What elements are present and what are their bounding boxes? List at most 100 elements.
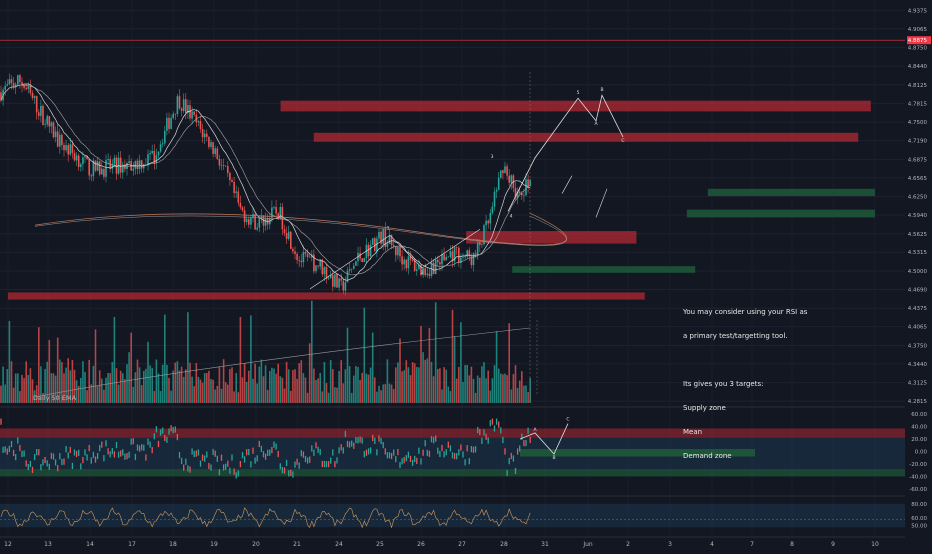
volume-bar <box>258 366 261 403</box>
volume-bar <box>336 387 338 403</box>
candle-body <box>82 157 84 165</box>
note-line-1: You may consider using your RSI as <box>683 308 808 316</box>
candle-body <box>113 157 116 164</box>
volume-bar <box>508 323 510 403</box>
volume-bar <box>23 378 25 403</box>
volume-bar <box>98 370 101 403</box>
volume-bar <box>371 332 374 403</box>
candle-body <box>315 265 317 272</box>
candle-body <box>168 117 170 129</box>
volume-bar <box>248 370 250 403</box>
volume-bar <box>464 365 466 403</box>
candle-body <box>42 105 44 125</box>
candle-body <box>399 247 401 257</box>
candle-body <box>294 251 296 255</box>
volume-bar <box>96 385 99 403</box>
volume-bar <box>260 359 263 403</box>
volume-bar <box>470 366 473 403</box>
volume-bar <box>159 391 162 403</box>
candle-body <box>155 155 158 163</box>
volume-bar <box>178 370 181 403</box>
wave-label: B <box>600 87 603 93</box>
candle-body <box>508 175 510 183</box>
volume-bar <box>44 368 46 403</box>
volume-bar <box>25 361 27 403</box>
candle-body <box>73 152 76 161</box>
candle-body <box>283 229 286 234</box>
candle-body <box>279 206 282 219</box>
candle-body <box>420 265 422 275</box>
volume-bar <box>487 370 489 403</box>
candle-body <box>44 124 46 125</box>
volume-bar <box>441 389 443 403</box>
volume-bar <box>195 363 198 403</box>
volume-bar <box>266 389 269 403</box>
volume-bar <box>365 373 368 403</box>
volume-bar <box>474 392 477 403</box>
volume-bar <box>31 379 34 403</box>
volume-bar <box>90 384 93 403</box>
volume-bar <box>130 332 132 403</box>
volume-bar <box>439 368 441 403</box>
volume-bar <box>61 362 63 403</box>
candle-body <box>241 207 244 211</box>
volume-bar <box>4 384 6 403</box>
candle-body <box>96 161 99 171</box>
candle-body <box>489 212 492 224</box>
volume-bar <box>367 374 370 403</box>
volume-bar <box>332 369 334 403</box>
candle-body <box>107 159 109 161</box>
candle-body <box>132 168 135 171</box>
volume-bar <box>161 364 164 403</box>
candle-body <box>441 254 443 265</box>
volume-bar <box>182 376 185 403</box>
volume-bar <box>443 367 445 403</box>
volume-bar <box>63 373 65 403</box>
candle-body <box>361 258 363 263</box>
volume-bar <box>504 373 506 403</box>
volume-bar <box>6 369 9 403</box>
volume-bar <box>82 361 84 403</box>
x-tick-label: 9 <box>831 541 835 548</box>
volume-bar <box>269 370 271 403</box>
volume-bar <box>138 367 141 403</box>
volume-bar <box>445 369 447 403</box>
candle-body <box>407 256 410 269</box>
rsi-tick-label: 40.00 <box>911 425 927 431</box>
volume-bar <box>495 331 498 403</box>
candle-body <box>69 144 72 155</box>
volume-bar <box>113 316 116 403</box>
candle-body <box>413 260 416 271</box>
candle-body <box>254 214 256 230</box>
candle-body <box>340 278 342 281</box>
rsi-tick-label: 60.00 <box>911 412 927 418</box>
volume-bar <box>395 367 397 403</box>
candle-body <box>0 92 2 101</box>
note-line-4: Supply zone <box>683 404 726 412</box>
candle-body <box>187 105 189 114</box>
candle-body <box>502 170 504 174</box>
y-tick-label: 4.4065 <box>908 325 928 331</box>
volume-bar <box>107 372 109 403</box>
volume-bar <box>342 383 345 403</box>
x-tick-label: 10 <box>871 541 879 548</box>
volume-bar <box>346 327 349 403</box>
volume-bar <box>413 363 416 403</box>
candle-body <box>453 247 456 262</box>
candle-body <box>281 206 284 230</box>
candle-body <box>56 131 59 147</box>
current-price-label: 4.8875 <box>908 38 928 44</box>
candle-body <box>468 250 471 257</box>
volume-bar <box>304 377 307 403</box>
volume-bar <box>222 359 225 403</box>
volume-bar <box>67 358 69 403</box>
candle-body <box>369 244 372 257</box>
volume-bar <box>489 390 492 403</box>
volume-bar <box>208 370 210 403</box>
volume-bar <box>80 377 82 403</box>
candle-body <box>147 154 149 165</box>
candle-body <box>376 238 378 252</box>
volume-bar <box>344 369 347 403</box>
